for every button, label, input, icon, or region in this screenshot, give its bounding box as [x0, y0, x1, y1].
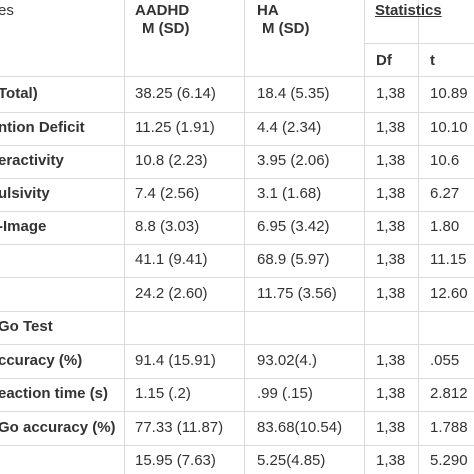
ha-value: 93.02(4.)	[257, 352, 318, 369]
row-divider	[0, 211, 474, 212]
row-label: Go Test	[0, 318, 53, 335]
row-label: Total)	[0, 85, 38, 102]
header-aadhd-msd: M (SD)	[142, 20, 190, 37]
header-ha: HA	[257, 2, 279, 19]
ha-value: 11.75 (3.56)	[257, 285, 337, 302]
ha-value: .99 (.15)	[257, 385, 313, 402]
column-divider	[364, 0, 365, 474]
column-divider	[124, 0, 125, 474]
ha-value: 18.4 (5.35)	[257, 85, 330, 102]
aadhd-value: 11.25 (1.91)	[135, 119, 215, 136]
t-value: 10.6	[430, 152, 460, 169]
t-value: 5.290	[430, 452, 468, 469]
aadhd-value: 7.4 (2.56)	[135, 185, 200, 202]
df-value: 1,38	[376, 352, 406, 369]
header-variable: es	[0, 2, 14, 19]
t-value: 2.812	[430, 385, 468, 402]
row-divider	[0, 178, 474, 179]
header-statistics: Statistics	[375, 2, 442, 19]
df-value: 1,38	[376, 419, 406, 436]
ha-value: 6.95 (3.42)	[257, 218, 330, 235]
row-divider	[0, 378, 474, 379]
header-df: Df	[376, 52, 392, 69]
aadhd-value: 10.8 (2.23)	[135, 152, 208, 169]
df-value: 1,38	[376, 385, 406, 402]
df-value: 1,38	[376, 218, 406, 235]
t-value: 1.80	[430, 218, 460, 235]
row-label: ulsivity	[0, 185, 50, 202]
header-aadhd: AADHD	[135, 2, 190, 19]
t-value: 1.788	[430, 419, 468, 436]
t-value: 11.15	[430, 251, 467, 268]
row-label: Go accuracy (%)	[0, 419, 116, 436]
header-t: t	[430, 52, 435, 69]
row-divider	[0, 445, 474, 446]
row-divider	[0, 145, 474, 146]
aadhd-value: 15.95 (7.63)	[135, 452, 216, 469]
ha-value: 83.68(10.54)	[257, 419, 343, 436]
row-label: -Image	[0, 218, 47, 235]
row-label: ntion Deficit	[0, 119, 85, 136]
df-value: 1,38	[376, 452, 406, 469]
aadhd-value: 24.2 (2.60)	[135, 285, 208, 302]
row-divider	[0, 311, 474, 312]
row-divider	[0, 112, 474, 113]
row-divider	[0, 411, 474, 412]
row-label: eractivity	[0, 152, 64, 169]
ha-value: 68.9 (5.97)	[257, 251, 330, 268]
ha-value: 3.95 (2.06)	[257, 152, 330, 169]
t-value: 12.60	[430, 285, 468, 302]
row-divider	[0, 344, 474, 345]
header-ha-msd: M (SD)	[262, 20, 310, 37]
row-divider	[0, 277, 474, 278]
df-value: 1,38	[376, 119, 406, 136]
column-divider	[418, 0, 419, 474]
t-value: 6.27	[430, 185, 460, 202]
aadhd-value: 77.33 (11.87)	[135, 419, 224, 436]
row-label: eaction time (s)	[0, 385, 109, 402]
row-label: ccuracy (%)	[0, 352, 83, 369]
aadhd-value: 91.4 (15.91)	[135, 352, 216, 369]
aadhd-value: 41.1 (9.41)	[135, 251, 208, 268]
df-value: 1,38	[376, 285, 406, 302]
ha-value: 3.1 (1.68)	[257, 185, 322, 202]
aadhd-value: 38.25 (6.14)	[135, 85, 216, 102]
aadhd-value: 1.15 (.2)	[135, 385, 191, 402]
df-value: 1,38	[376, 251, 406, 268]
t-value: 10.89	[430, 85, 468, 102]
row-divider	[0, 244, 474, 245]
aadhd-value: 8.8 (3.03)	[135, 218, 200, 235]
ha-value: 4.4 (2.34)	[257, 119, 322, 136]
df-value: 1,38	[376, 185, 406, 202]
df-value: 1,38	[376, 152, 406, 169]
row-divider	[0, 76, 474, 77]
t-value: .055	[430, 352, 460, 369]
column-divider	[244, 0, 245, 474]
stats-header-divider	[364, 43, 474, 44]
t-value: 10.10	[430, 119, 468, 136]
ha-value: 5.25(4.85)	[257, 452, 326, 469]
df-value: 1,38	[376, 85, 406, 102]
